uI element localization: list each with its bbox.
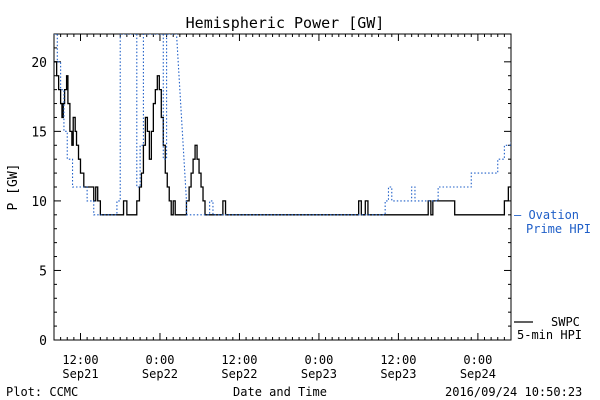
x-tick-label-date: Sep24 [460, 367, 496, 381]
axis-ticks [53, 33, 512, 341]
legend: — Ovation Prime HPI SWPC 5-min HPI [514, 208, 591, 342]
x-axis-label: Date and Time [233, 385, 327, 399]
x-tick-labels: 12:00Sep210:00Sep2212:00Sep220:00Sep2312… [62, 353, 496, 381]
x-tick-label-time: 12:00 [62, 353, 98, 367]
x-tick-label-time: 0:00 [304, 353, 333, 367]
x-tick-label-date: Sep23 [380, 367, 416, 381]
y-tick-label: 15 [31, 125, 47, 140]
y-tick-labels: 0 5 10 15 20 [31, 56, 47, 349]
legend-ovation-line1: — Ovation [514, 208, 579, 222]
footer-timestamp: 2016/09/24 10:50:23 [445, 385, 582, 399]
x-tick-label-date: Sep22 [221, 367, 257, 381]
y-tick-label: 5 [39, 264, 47, 279]
x-tick-label-date: Sep23 [301, 367, 337, 381]
legend-ovation-line2: Prime HPI [526, 222, 591, 236]
y-axis-label: P [GW] [6, 164, 21, 211]
legend-swpc-line2: 5-min HPI [517, 328, 582, 342]
footer-plot-source: Plot: CCMC [6, 385, 78, 399]
series-line-ovation-prime-hpi [54, 34, 511, 216]
x-tick-label-time: 0:00 [146, 353, 175, 367]
y-tick-label: 20 [31, 56, 47, 71]
x-tick-label-date: Sep22 [142, 367, 178, 381]
legend-swpc-line1: SWPC [551, 315, 580, 329]
x-tick-label-time: 0:00 [463, 353, 492, 367]
series-line-swpc-hpi [54, 61, 511, 216]
series-lines [54, 34, 511, 216]
x-tick-label-date: Sep21 [62, 367, 98, 381]
x-tick-label-time: 12:00 [221, 353, 257, 367]
chart-title: Hemispheric Power [GW] [186, 14, 385, 32]
y-tick-label: 0 [39, 334, 47, 349]
plot-frame [53, 33, 512, 341]
y-tick-label: 10 [31, 195, 47, 210]
x-tick-label-time: 12:00 [380, 353, 416, 367]
